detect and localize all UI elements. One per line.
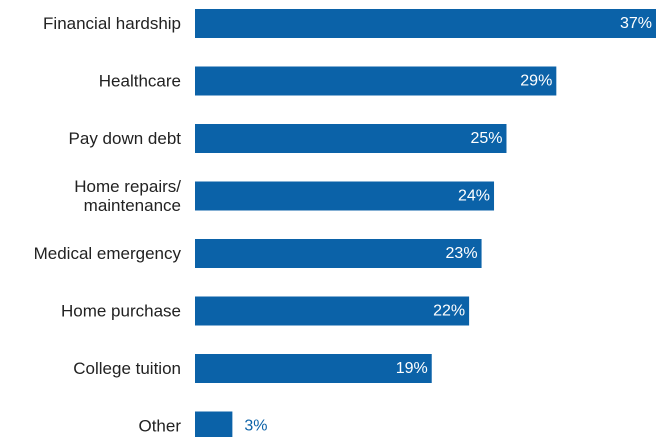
bar xyxy=(195,354,432,383)
bar xyxy=(195,9,656,38)
bar xyxy=(195,66,557,96)
bar xyxy=(195,181,495,211)
value-label: 29% xyxy=(520,73,552,90)
category-label: Financial hardship xyxy=(43,14,181,33)
value-label: 24% xyxy=(458,188,490,205)
value-label: 3% xyxy=(244,418,267,435)
category-label: Healthcare xyxy=(99,72,181,91)
category-label: Other xyxy=(138,417,181,436)
value-label: 23% xyxy=(446,245,478,262)
value-label: 19% xyxy=(396,360,428,377)
category-label: College tuition xyxy=(73,359,181,378)
value-labels-group: 37% 29% 25% 24% 23% 22% 19% 3% xyxy=(244,15,652,435)
value-label: 37% xyxy=(620,15,652,32)
category-label: Home repairs/maintenance xyxy=(74,177,181,215)
bars-group xyxy=(195,9,656,437)
category-labels-group: Financial hardship Healthcare Pay down deb… xyxy=(34,14,182,436)
category-label: Home purchase xyxy=(61,302,181,321)
bar xyxy=(195,411,233,437)
bar xyxy=(195,296,470,326)
value-label: 25% xyxy=(470,130,502,147)
value-label: 22% xyxy=(433,303,465,320)
bar xyxy=(195,124,507,153)
category-label: Pay down debt xyxy=(69,129,182,148)
category-label: Medical emergency xyxy=(34,244,182,263)
bar xyxy=(195,239,482,268)
